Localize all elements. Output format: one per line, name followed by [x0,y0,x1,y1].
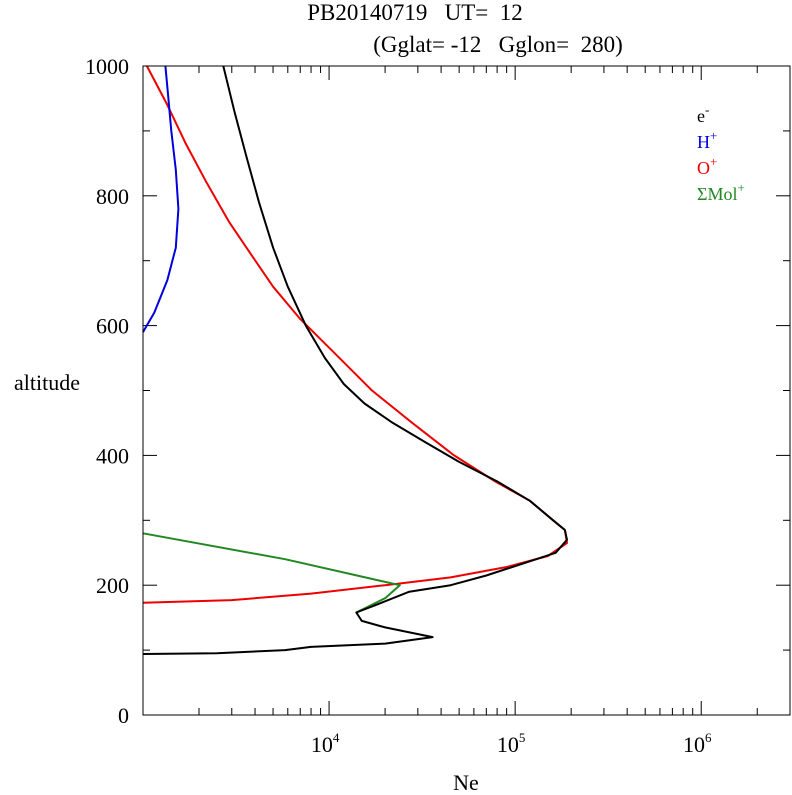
y-tick-label: 800 [96,184,129,209]
y-tick-label: 400 [96,443,129,468]
y-tick-label: 1000 [85,54,129,79]
series-layer [142,65,568,655]
y-tick-label: 600 [96,314,129,339]
title-line-1: PB20140719 UT= 12 [307,0,523,25]
plot-frame [142,65,791,716]
y-tick-label: 0 [118,703,129,728]
series-line-mol [142,532,401,614]
legend-item-h: H+ [697,128,717,152]
legend-item-o: O+ [697,154,717,178]
series-line-h [142,65,180,333]
series-line-e [142,65,568,655]
x-tick-label: 106 [683,730,712,757]
y-tick-label: 200 [96,573,129,598]
axes-layer: 0 200 400 600 800 1000 104 105 106 [85,54,791,757]
x-tick-label: 104 [311,730,340,757]
series-line-o [142,65,568,604]
legend: e-H+O+ΣMol+ [697,102,745,204]
y-axis-label: altitude [14,370,80,395]
x-tick-label: 105 [497,730,526,757]
x-axis-label: Ne [453,770,479,795]
legend-item-e: e- [697,102,709,126]
chart-title: PB20140719 UT= 12 (Gglat= -12 Gglon= 280… [307,0,623,57]
title-line-2: (Gglat= -12 Gglon= 280) [373,32,623,57]
legend-item-mol: ΣMol+ [697,180,745,204]
